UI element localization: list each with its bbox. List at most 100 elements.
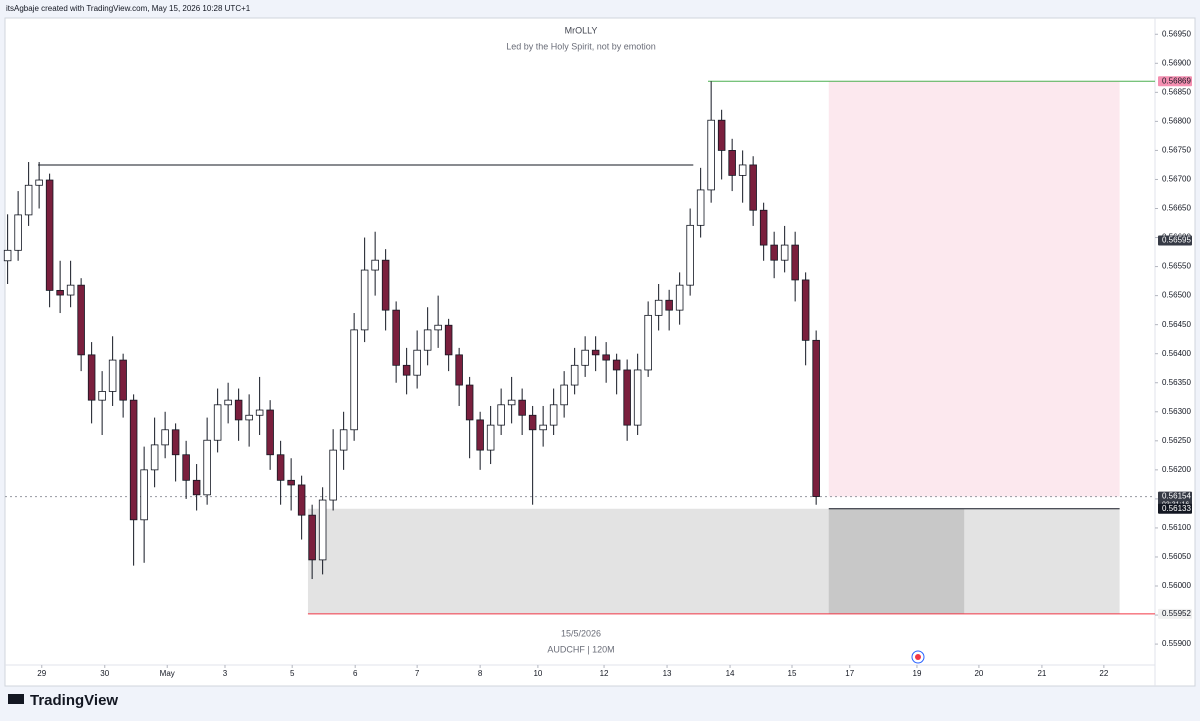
candle [539,405,547,447]
candle-body [738,164,747,176]
candle-body [476,419,484,451]
candle-body [77,284,85,356]
x-tick-label: 8 [478,669,483,678]
candle-body [87,354,96,401]
candle-body [423,329,432,351]
x-tick-label: 19 [913,669,922,678]
candle-body [434,324,442,331]
candle [570,347,579,395]
candle-body [654,299,663,316]
x-tick-label: 7 [415,669,420,678]
candle [518,388,526,436]
candle [129,394,138,566]
candle [66,260,75,308]
y-tick-label: 0.56100 [1162,523,1191,532]
candle-body [444,324,453,356]
candle [686,208,694,296]
candle [612,353,621,395]
candle-body [528,414,537,431]
candle-body [371,259,379,271]
x-tick-label: 13 [663,669,672,678]
candle-body [45,179,54,291]
x-tick-label: May [160,669,175,678]
x-tick-label: 5 [290,669,295,678]
candle [486,405,495,465]
y-tick-label: 0.56050 [1162,552,1191,561]
candle [560,371,568,418]
candle-body [644,314,652,371]
candle-body [161,429,169,446]
candle-body [35,179,43,186]
candle-body [108,359,117,392]
candle [35,162,43,209]
candle [465,376,474,459]
candle-body [119,359,127,401]
y-tick-label: 0.56800 [1162,116,1191,125]
candle-body [602,354,610,361]
candle-body [56,289,64,296]
candle-body [276,454,285,481]
candle [350,313,358,441]
candle-body [486,424,495,451]
candle [161,411,169,459]
candle [602,342,610,383]
y-tick-label: 0.56650 [1162,204,1191,213]
candle-body [801,279,810,341]
candle [644,301,652,377]
candle [507,376,516,424]
candle-body [791,244,799,281]
candle [675,272,684,325]
y-tick-label: 0.56350 [1162,378,1191,387]
candle-body [465,384,474,421]
candle-body [581,349,589,366]
candle [98,371,106,436]
candle [255,376,264,436]
candle [297,475,306,540]
candle-body [507,399,516,406]
candle-body [675,284,684,311]
candle-body [308,514,316,561]
candle-body [455,354,463,386]
flag-icon[interactable] [911,650,925,664]
candle [339,411,348,470]
candle [749,156,757,226]
date-label: 15/5/2026 [561,628,601,638]
y-tick-label: 0.56250 [1162,436,1191,445]
candle-body [297,484,306,516]
candle [276,440,285,505]
candle-body [770,244,778,261]
candle [371,231,379,296]
candle [476,411,484,470]
logo: TradingView [8,692,118,709]
candle-body [287,479,295,486]
price-label-bg [1158,608,1192,619]
candle-body [66,284,75,296]
x-tick-label: 29 [37,669,46,678]
candle-body [129,399,138,521]
candle [707,81,715,203]
candle [24,162,33,226]
candle-body [245,414,253,421]
candle [791,231,799,302]
zone [828,508,965,614]
x-tick-label: 10 [533,669,542,678]
candle [213,388,222,453]
candle-body [234,399,243,421]
candle-body [381,259,390,311]
candle-body [759,209,768,246]
y-tick-label: 0.56400 [1162,349,1191,358]
candle [633,353,642,436]
candle [402,347,411,395]
candle-body [392,309,400,366]
candle [549,388,558,436]
candle [77,278,85,372]
candle [14,191,22,261]
candle-body [717,119,726,151]
candle [591,336,600,372]
price-label: 0.56133 [1162,504,1191,513]
x-tick-label: 21 [1037,669,1046,678]
y-tick-label: 0.56500 [1162,291,1191,300]
candle [444,318,453,372]
candle-body [98,391,106,401]
candle [780,225,789,273]
